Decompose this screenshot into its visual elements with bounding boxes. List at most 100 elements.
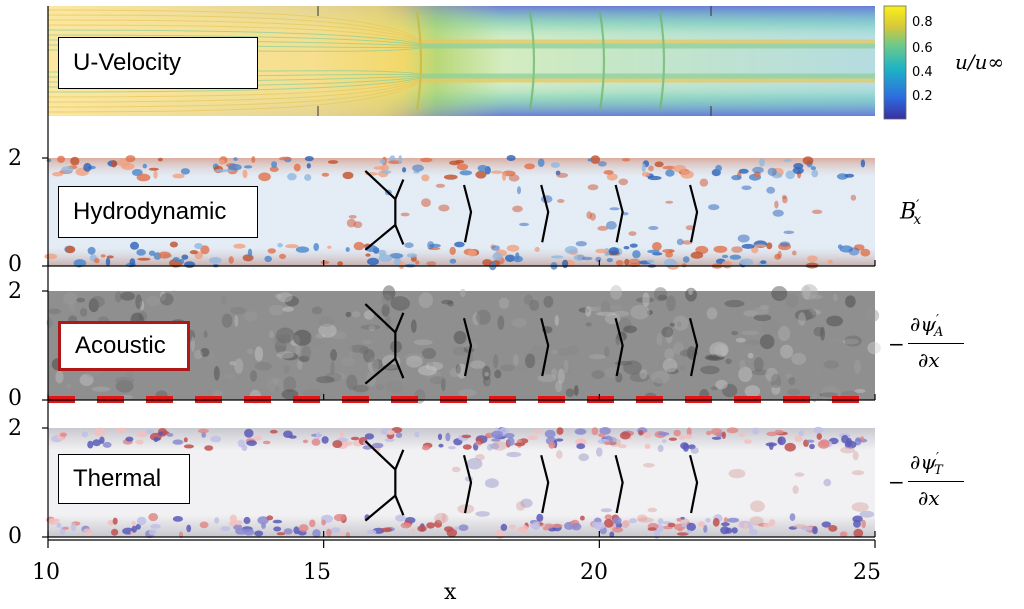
hydro-blob [665,200,674,204]
acoustic-texture [642,292,650,307]
u-contour-line [47,9,875,41]
thermal-blob [726,427,739,434]
thermal-blob [214,517,220,524]
hydro-blob [251,156,256,163]
acoustic-texture [410,319,417,333]
hydro-blob [606,258,613,263]
acoustic-texture [770,373,782,389]
acoustic-texture [146,295,161,307]
hydro-blob [783,230,795,234]
acoustic-texture [318,315,334,327]
acoustic-texture [348,345,353,360]
acoustic-texture [340,357,355,367]
acoustic-texture [710,386,719,391]
thermal-blob [591,427,599,436]
acoustic-texture [310,331,324,347]
thermal-blob [526,435,539,441]
thermal-blob [604,514,613,521]
thermal-blob [556,427,564,435]
acoustic-texture [80,308,88,317]
acoustic-texture [437,298,445,304]
hydro-blob [83,162,92,172]
triple-shock-marker [364,170,405,251]
thermal-blob [148,529,157,536]
hydro-blob [228,256,234,264]
acoustic-texture [125,369,134,382]
acoustic-texture [455,364,461,374]
thermal-blob [148,513,159,522]
acoustic-texture [135,294,143,310]
acoustic-texture [497,315,505,331]
hydro-blob [227,163,242,171]
thermal-blob [638,430,644,436]
acoustic-texture [275,327,295,344]
colorbar-tick-0.4: 0.4 [912,65,933,80]
acoustic-texture [715,379,728,390]
acoustic-texture [329,331,347,340]
acoustic-texture [63,292,78,305]
hydro-blob [581,256,593,261]
acoustic-texture [456,363,467,379]
hydro-blob [381,170,392,174]
hydro-blob [519,222,530,227]
u-contour-line [47,19,875,43]
thermal-blob [661,439,667,443]
hydro-blob [682,256,690,263]
acoustic-texture [664,348,675,361]
shock-marker [614,317,624,377]
thermal-blob [115,427,127,433]
y-tick-0-hydro: 0 [8,252,22,277]
thermal-blob [628,518,638,524]
shock-markers [364,170,699,522]
acoustic-texture [428,362,434,370]
thermal-blob [598,432,606,438]
acoustic-texture [554,315,559,326]
hydro-blob [172,173,185,179]
hydro-blob [792,250,797,256]
thermal-blob [400,522,412,529]
acoustic-texture [269,304,285,316]
hydro-blob [158,251,171,259]
acoustic-texture [512,354,519,366]
triple-shock-marker [364,440,405,522]
hydro-blob [327,245,332,249]
acoustic-texture [537,374,557,383]
acoustic-texture [90,296,105,308]
acoustic-texture [276,351,295,359]
acoustic-texture [230,306,246,315]
thermal-blob [794,435,803,442]
acoustic-texture [636,297,655,303]
hydro-blob [345,247,350,252]
acoustic-texture [629,372,650,383]
thermal-blob [111,528,119,536]
hydro-blob [690,251,704,259]
thermal-blob [839,531,848,538]
thermal-blob [721,431,727,439]
thermal-blob [186,524,192,533]
thermal-blob [612,527,624,533]
acoustic-texture [771,286,788,301]
thermal-blob [507,437,515,446]
acoustic-texture [282,306,295,312]
thermal-blob [183,437,188,443]
hydro-blob [456,163,469,171]
hydro-blob [665,169,675,177]
hydro-blob [148,250,156,256]
acoustic-texture [269,330,274,339]
hydro-blob [508,174,520,182]
acoustic-texture [651,370,670,384]
acoustic-texture [224,373,235,380]
hydro-blob [792,167,804,175]
thermal-blob [102,441,112,448]
thermal-blob [852,451,859,461]
hydro-blob [295,246,310,253]
thermal-blob [706,430,712,436]
hydro-blob [454,241,465,248]
thermal-blob [678,528,683,532]
acoustic-texture [281,352,299,361]
acoustic-texture [221,295,227,305]
thermal-blob [763,522,771,528]
acoustic-texture [811,294,823,300]
u-contour-line [47,34,875,46]
acoustic-texture [743,310,758,317]
